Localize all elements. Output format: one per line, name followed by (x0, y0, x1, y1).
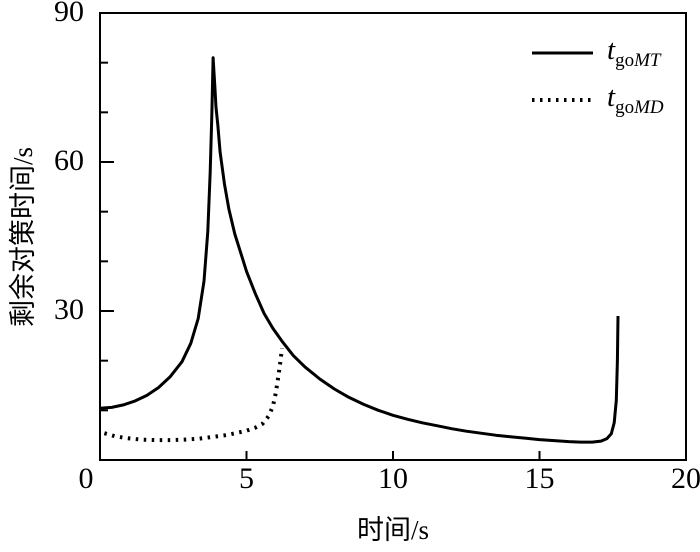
legend-item-tgoMT: tgoMT (531, 34, 664, 72)
legend-label-main: t (607, 81, 616, 114)
tick-label: 30 (54, 293, 84, 326)
tick-label: 0 (79, 462, 94, 495)
tick-label: 20 (671, 462, 700, 495)
tick-label: 60 (54, 144, 84, 177)
legend-item-tgoMD: tgoMD (531, 81, 664, 119)
tick-label: 5 (239, 462, 254, 495)
legend-label-tgoMD: tgoMD (607, 83, 664, 117)
y-axis-title: 剩余对策时间/s (8, 147, 38, 328)
legend-label-sub-upright: go (615, 49, 635, 71)
x-axis-title: 时间/s (356, 515, 429, 545)
legend-solid-line-icon (532, 51, 593, 55)
axis-tick-labels: 30 60 90 0 5 10 15 20 (54, 0, 700, 495)
series-line-tgoMT (99, 56, 620, 444)
legend-label-sub-italic: MD (634, 96, 664, 118)
series-line-tgoMD (103, 348, 284, 443)
tick-label: 90 (54, 0, 84, 28)
legend-label-sub-upright: go (615, 96, 635, 118)
legend-label-tgoMT: tgoMT (607, 36, 660, 70)
legend: tgoMT tgoMD (531, 34, 664, 119)
tick-label: 15 (525, 462, 555, 495)
axis-ticks (100, 12, 541, 460)
legend-dotted-line-icon (532, 98, 593, 102)
tick-label: 10 (378, 462, 408, 495)
legend-label-main: t (607, 34, 616, 67)
legend-label-sub-italic: MT (634, 49, 661, 71)
